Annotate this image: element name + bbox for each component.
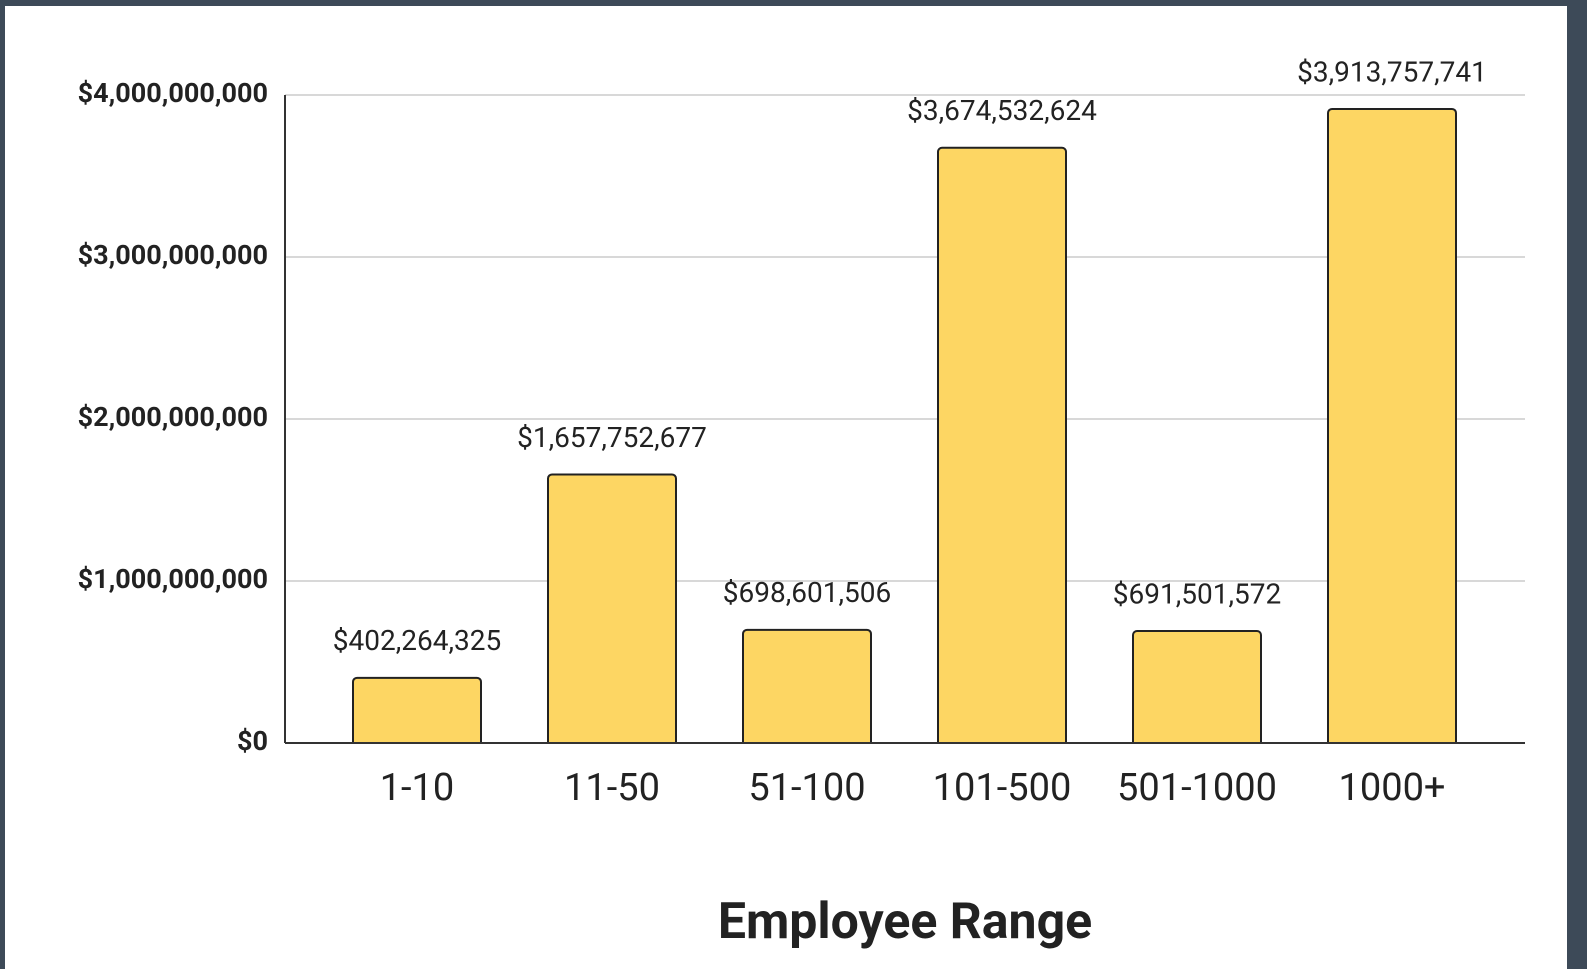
y-tick-label: $4,000,000,000 xyxy=(78,77,268,109)
data-label: $691,501,572 xyxy=(1113,577,1281,610)
y-tick-label: $0 xyxy=(237,725,268,757)
y-tick-label: $3,000,000,000 xyxy=(78,239,268,271)
bar xyxy=(547,473,677,748)
y-tick-label: $2,000,000,000 xyxy=(78,401,268,433)
x-axis-title: Employee Range xyxy=(718,893,1092,951)
x-tick-label: 101-500 xyxy=(933,766,1072,810)
x-tick-label: 1000+ xyxy=(1339,766,1446,810)
bar xyxy=(937,146,1067,748)
data-label: $1,657,752,677 xyxy=(517,421,707,454)
data-label: $698,601,506 xyxy=(723,576,891,609)
bar xyxy=(352,676,482,749)
chart-background xyxy=(5,6,1567,969)
bar xyxy=(1132,629,1262,748)
x-axis-cover xyxy=(284,744,1526,752)
bar xyxy=(1327,107,1457,748)
data-label: $3,674,532,624 xyxy=(907,94,1097,127)
x-tick-label: 1-10 xyxy=(380,766,455,810)
data-label: $3,913,757,741 xyxy=(1297,55,1487,88)
x-tick-label: 11-50 xyxy=(564,766,660,810)
data-label: $402,264,325 xyxy=(333,624,501,657)
bar xyxy=(742,628,872,748)
x-tick-label: 51-100 xyxy=(748,766,865,810)
y-tick-label: $1,000,000,000 xyxy=(78,563,268,595)
x-tick-label: 501-1000 xyxy=(1117,766,1277,810)
